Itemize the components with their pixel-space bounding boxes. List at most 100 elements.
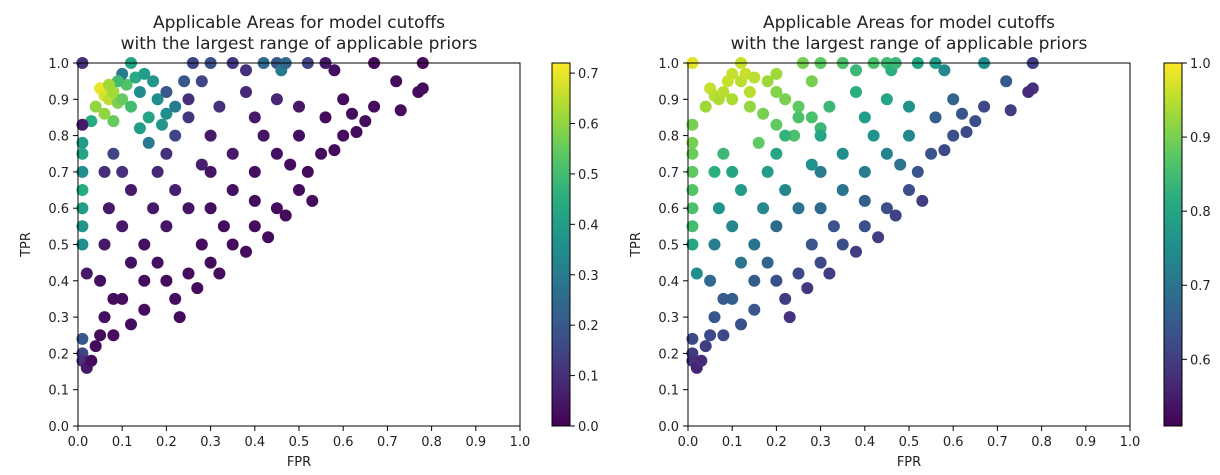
scatter-point (160, 274, 173, 287)
x-tick-label: 0.1 (722, 435, 743, 450)
x-tick-label: 0.8 (1031, 435, 1052, 450)
x-tick-label: 0.5 (899, 435, 920, 450)
scatter-point (306, 194, 319, 207)
scatter-point (98, 107, 111, 120)
scatter-point (138, 274, 151, 287)
scatter-point (169, 100, 182, 113)
scatter-point (823, 267, 836, 280)
scatter-point (911, 165, 924, 178)
scatter-point (947, 129, 960, 142)
scatter-point (204, 202, 217, 215)
scatter-point (925, 147, 938, 160)
x-axis-label: FPR (287, 455, 311, 470)
scatter-point (686, 165, 699, 178)
x-tick-label: 1.0 (510, 435, 531, 450)
scatter-point (217, 220, 230, 233)
scatter-point (938, 64, 951, 77)
y-tick-label: 0.5 (48, 239, 69, 254)
colorbar-tick-label: 0.4 (578, 218, 599, 233)
colorbar-tick-label: 0.6 (1190, 353, 1211, 368)
scatter-point (151, 93, 164, 106)
scatter-point (858, 220, 871, 233)
scatter-point (783, 311, 796, 324)
scatter-point (788, 129, 801, 142)
scatter-point (814, 202, 827, 215)
scatter-point (240, 64, 252, 77)
scatter-point (107, 115, 120, 128)
scatter-point (125, 184, 137, 196)
scatter-point (761, 256, 774, 269)
scatter-point (836, 184, 849, 196)
scatter-point (827, 220, 840, 233)
x-tick-label: 0.6 (943, 435, 964, 450)
scatter-point (699, 100, 712, 113)
scatter-point (858, 111, 871, 124)
x-tick-label: 0.0 (68, 435, 89, 450)
scatter-point (779, 129, 792, 142)
scatter-point (85, 354, 98, 367)
scatter-point (107, 292, 120, 305)
scatter-point (412, 86, 425, 98)
scatter-point (76, 220, 89, 233)
y-tick-label: 0.3 (658, 311, 679, 326)
scatter-point (726, 165, 739, 178)
scatter-point (761, 165, 774, 178)
scatter-point (240, 86, 252, 98)
scatter-point (240, 245, 252, 258)
scatter-point (293, 129, 305, 142)
scatter-point (686, 136, 699, 149)
scatter-point (805, 111, 818, 124)
scatter-point (858, 194, 871, 207)
scatter-point (779, 292, 792, 305)
chart-title-line: Applicable Areas for model cutoffs (763, 13, 1055, 33)
y-tick-label: 0.8 (48, 130, 69, 145)
scatter-point (717, 147, 730, 160)
scatter-point (133, 86, 146, 98)
scatter-point (894, 158, 907, 171)
scatter-point (182, 202, 195, 215)
scatter-point (735, 256, 747, 269)
scatter-point (903, 129, 915, 142)
scatter-point (721, 75, 734, 88)
y-tick-label: 0.4 (48, 275, 69, 290)
scatter-point (686, 332, 699, 345)
scatter-point (836, 238, 849, 251)
y-tick-label: 0.9 (48, 93, 69, 108)
x-tick-label: 0.2 (766, 435, 787, 450)
scatter-point (792, 111, 805, 124)
colorbar (551, 62, 571, 427)
scatter-point (956, 107, 968, 120)
scatter-point (337, 93, 350, 106)
scatter-point (929, 111, 942, 124)
chart-title-line: with the largest range of applicable pri… (731, 34, 1088, 54)
scatter-point (814, 129, 827, 142)
colorbar-tick-label: 0.8 (1190, 205, 1211, 220)
colorbar-tick-label: 0.2 (578, 319, 599, 334)
colorbar-tick-label: 1.0 (1190, 57, 1211, 72)
colorbar-tick-label: 0.6 (578, 118, 599, 133)
scatter-point (390, 75, 403, 88)
scatter-point (248, 220, 261, 233)
scatter-point (138, 67, 151, 80)
scatter-point (686, 220, 699, 233)
x-tick-label: 0.8 (421, 435, 442, 450)
y-tick-label: 0.0 (658, 420, 679, 435)
scatter-point (712, 202, 725, 215)
scatter-point (125, 256, 137, 269)
scatter-point (686, 118, 699, 131)
y-tick-label: 0.7 (48, 166, 69, 181)
scatter-point (743, 100, 756, 113)
scatter-point (226, 184, 239, 196)
scatter-point (125, 100, 137, 113)
colorbar-tick-label: 0.7 (1190, 279, 1211, 294)
scatter-point (805, 238, 818, 251)
scatter-point (248, 111, 261, 124)
y-tick-label: 0.6 (48, 202, 69, 217)
scatter-point (213, 100, 226, 113)
scatter-point (903, 184, 915, 196)
scatter-point (770, 86, 783, 98)
scatter-point (690, 267, 703, 280)
x-axis-label: FPR (897, 455, 921, 470)
scatter-point (805, 75, 818, 88)
